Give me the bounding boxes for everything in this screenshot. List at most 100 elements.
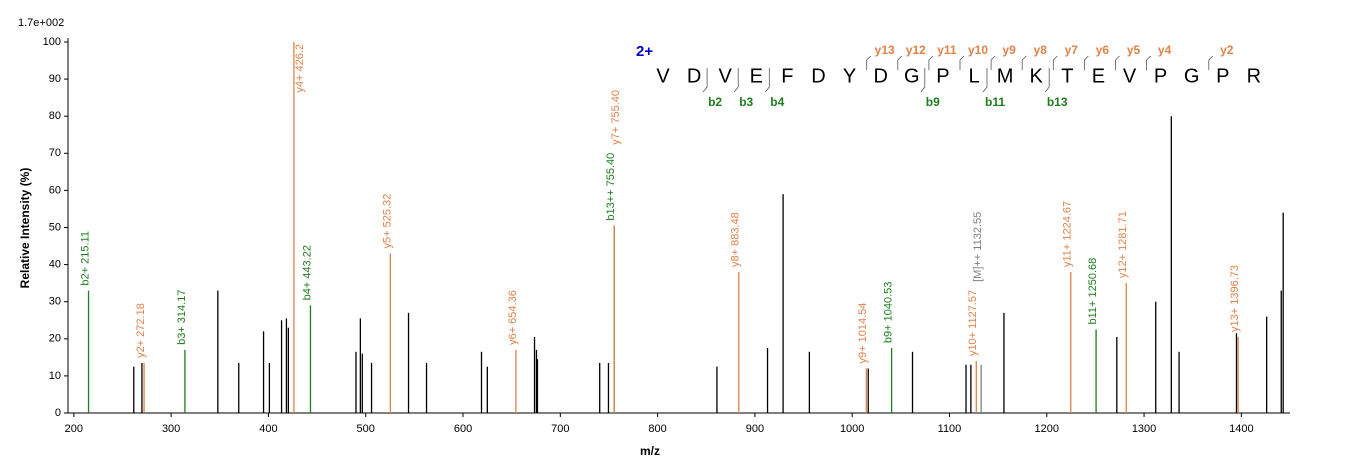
y-ion-marker xyxy=(1084,55,1089,70)
y-ion-marker xyxy=(1146,55,1151,70)
x-tick-label: 1000 xyxy=(840,423,864,435)
peak-label: y4+ 426.2 xyxy=(294,44,306,93)
x-tick-label: 600 xyxy=(454,423,472,435)
y-ion-marker xyxy=(1208,55,1214,70)
y-tick-label: 80 xyxy=(49,110,61,122)
peak-label: y9+ 1014.54 xyxy=(857,303,869,364)
y-ion-marker xyxy=(959,55,965,70)
y-ion-marker xyxy=(1021,55,1027,70)
y-ion-marker xyxy=(1115,55,1120,70)
y-ion-label: y13 xyxy=(875,43,895,57)
y-ion-marker xyxy=(1052,55,1058,70)
x-tick-label: 700 xyxy=(551,423,569,435)
b-ion-marker xyxy=(982,68,988,93)
x-tick-label: 300 xyxy=(162,423,180,435)
y-ion-marker xyxy=(990,55,996,70)
residue: K xyxy=(1030,65,1044,87)
residue: R xyxy=(1247,65,1261,87)
x-axis-label: m/z xyxy=(640,444,660,458)
peak-label: [M]++ 1132.55 xyxy=(972,212,984,282)
b-ion-label: b3 xyxy=(739,95,753,109)
y-ion-marker xyxy=(928,55,934,70)
residue: L xyxy=(968,65,979,87)
residue: P xyxy=(1216,65,1229,87)
y-tick-label: 50 xyxy=(49,221,61,233)
y-tick-label: 10 xyxy=(49,370,61,382)
y-ion-marker xyxy=(897,55,903,70)
y-tick-label: 60 xyxy=(49,184,61,196)
y-tick-label: 40 xyxy=(49,259,61,271)
peak-label: b13++ 755.40 xyxy=(605,153,617,221)
residue: P xyxy=(1154,65,1167,87)
peak-label: b9+ 1040.53 xyxy=(883,282,895,343)
residue: V xyxy=(719,65,733,87)
residue: F xyxy=(781,65,793,87)
residue: D xyxy=(873,65,887,87)
y-tick-label: 70 xyxy=(49,147,61,159)
y-tick-label: 0 xyxy=(55,407,61,419)
scale-label: 1.7e+002 xyxy=(18,17,64,29)
y-ion-label: y12 xyxy=(906,43,926,57)
b-ion-label: b4 xyxy=(770,95,784,109)
residue: E xyxy=(750,65,763,87)
y-ion-label: y7 xyxy=(1065,43,1079,57)
peak-label: b2+ 215.11 xyxy=(79,231,91,286)
peak-label: y10+ 1127.57 xyxy=(967,290,979,356)
peak-label: y8+ 883.48 xyxy=(730,212,742,267)
peak-label: y7+ 755.40 xyxy=(610,90,622,145)
residue: T xyxy=(1061,65,1073,87)
y-axis-label: Relative Intensity (%) xyxy=(18,168,32,289)
y-ion-label: y8 xyxy=(1034,43,1048,57)
residue: G xyxy=(1184,65,1200,87)
y-ion-label: y11 xyxy=(937,43,957,57)
peak-label: y12+ 1281.71 xyxy=(1117,211,1129,278)
peak-label: y11+ 1224.67 xyxy=(1062,201,1074,267)
peak-label: y13+ 1396.73 xyxy=(1229,265,1241,332)
x-tick-label: 1300 xyxy=(1132,423,1156,435)
peak-label: b3+ 314.17 xyxy=(176,290,188,345)
residue: M xyxy=(997,65,1014,87)
x-tick-label: 1200 xyxy=(1035,423,1059,435)
y-ion-label: y2 xyxy=(1220,43,1234,57)
b-ion-marker xyxy=(733,68,739,93)
y-ion-label: y6 xyxy=(1096,43,1110,57)
charge-label: 2+ xyxy=(636,43,653,60)
b-ion-marker xyxy=(702,68,708,93)
residue: Y xyxy=(843,65,856,87)
x-tick-label: 1400 xyxy=(1229,423,1253,435)
y-ion-marker xyxy=(866,55,871,70)
peak-label: b4+ 443.22 xyxy=(301,245,313,300)
x-tick-label: 500 xyxy=(357,423,375,435)
b-ion-marker xyxy=(1044,68,1050,93)
peak-label: y6+ 654.36 xyxy=(507,290,519,345)
residue: V xyxy=(656,65,670,87)
y-ion-label: y4 xyxy=(1158,43,1172,57)
residue: V xyxy=(1123,65,1137,87)
y-tick-label: 20 xyxy=(49,333,61,345)
x-tick-label: 400 xyxy=(259,423,277,435)
b-ion-marker xyxy=(764,68,770,93)
y-tick-label: 90 xyxy=(49,73,61,85)
residue: G xyxy=(904,65,920,87)
y-ion-label: y9 xyxy=(1002,43,1016,57)
b-ion-marker xyxy=(920,68,926,93)
y-ion-label: y10 xyxy=(968,43,988,57)
y-tick-label: 30 xyxy=(49,296,61,308)
b-ion-label: b11 xyxy=(985,95,1005,109)
b-ion-label: b9 xyxy=(926,95,940,109)
x-tick-label: 1100 xyxy=(938,423,962,435)
y-ion-label: y5 xyxy=(1127,43,1141,57)
x-tick-label: 900 xyxy=(746,423,764,435)
y-tick-label: 100 xyxy=(43,36,61,48)
b-ion-label: b2 xyxy=(708,95,722,109)
x-tick-label: 800 xyxy=(648,423,666,435)
peak-label: b11+ 1250.68 xyxy=(1087,258,1099,325)
residue: P xyxy=(936,65,949,87)
peak-label: y5+ 525.32 xyxy=(381,194,393,249)
peak-label: y2+ 272.18 xyxy=(135,303,147,358)
residue: D xyxy=(687,65,701,87)
residue: E xyxy=(1092,65,1105,87)
residue: D xyxy=(811,65,825,87)
b-ion-label: b13 xyxy=(1047,95,1068,109)
